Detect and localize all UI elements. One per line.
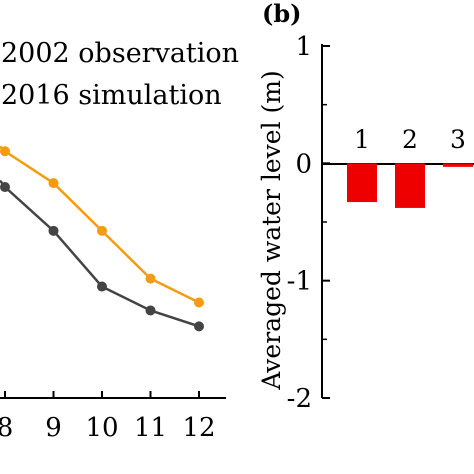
x-tick-label-9: 9 [45, 413, 62, 443]
bar-3 [443, 163, 473, 167]
x-tick-label-12: 12 [182, 413, 215, 443]
bar-chart-bars: 1 2 3 [347, 125, 473, 208]
y-tick-label--1: -1 [287, 267, 312, 297]
line-chart-x-ticks: 8 9 10 11 12 [0, 391, 216, 443]
y-tick-label-1: 1 [295, 32, 312, 62]
data-point-2002-observation-9 [48, 178, 59, 189]
data-point-2016-simulation-10 [97, 281, 107, 292]
data-point-2016-simulation-12 [194, 321, 204, 332]
data-point-2002-observation-11 [145, 273, 156, 284]
data-point-2016-simulation-11 [145, 305, 156, 316]
x-tick-label-10: 10 [85, 413, 118, 443]
series-line-2002-observation [0, 145, 200, 304]
bar-chart-y-ticks: 1 0 -1 -2 [287, 32, 330, 414]
bar-category-label-3: 3 [450, 125, 466, 154]
data-point-2002-observation-8 [0, 146, 10, 157]
x-tick-label-11: 11 [134, 413, 167, 443]
x-tick-label-8: 8 [0, 413, 13, 443]
data-point-2002-observation-10 [97, 225, 107, 236]
data-point-2016-simulation-8 [0, 182, 10, 193]
bar-category-label-1: 1 [354, 125, 370, 154]
y-tick-label--2: -2 [287, 384, 312, 414]
panel-label-b: (b) [262, 0, 302, 28]
line-chart-series [0, 145, 204, 332]
legend-label-2016-simulation: 2016 simulation [1, 80, 222, 111]
series-line-2016-simulation [0, 179, 200, 328]
bar-chart-y-axis-label: Averaged water level (m) [257, 70, 286, 390]
line-chart-panel: 8 9 10 11 12 2002 observation 2016 simulatio… [0, 38, 239, 443]
data-point-2002-observation-12 [194, 297, 204, 308]
data-point-2016-simulation-9 [48, 225, 59, 236]
bar-chart-panel: (b) Averaged water level (m) 1 0 -1 -2 1 2 3 [257, 0, 474, 414]
y-tick-label-0: 0 [295, 149, 312, 179]
bar-category-label-2: 2 [402, 125, 418, 154]
line-chart-legend: 2002 observation 2016 simulation [1, 38, 239, 111]
bar-1 [347, 163, 377, 203]
legend-label-2002-observation: 2002 observation [1, 38, 239, 69]
bar-2 [395, 163, 425, 208]
